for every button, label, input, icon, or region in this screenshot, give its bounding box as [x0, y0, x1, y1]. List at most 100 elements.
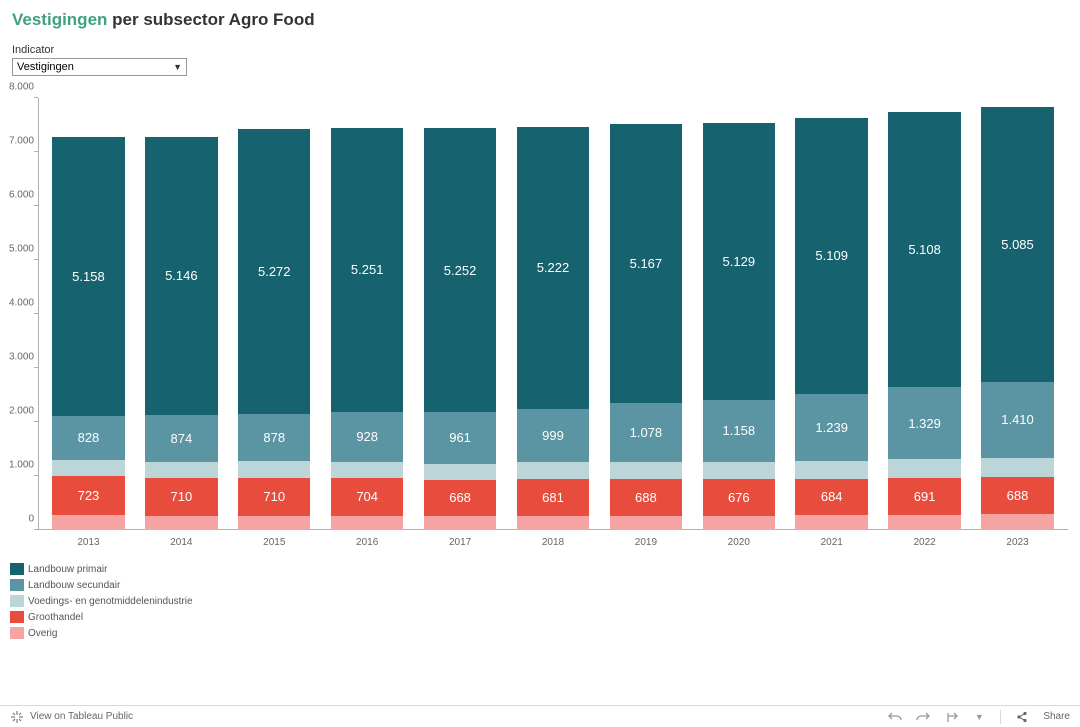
bar-segment-landb_pri[interactable]: 5.167	[610, 124, 682, 403]
bar-segment-voeding[interactable]	[517, 462, 589, 479]
bar-segment-landb_sec[interactable]: 878	[238, 414, 310, 461]
bar-segment-landb_sec[interactable]: 874	[145, 415, 217, 462]
bar-segment-groot[interactable]: 710	[238, 478, 310, 516]
bar-segment-groot[interactable]: 688	[610, 479, 682, 516]
undo-icon[interactable]	[888, 710, 902, 724]
bar-segment-groot[interactable]: 688	[981, 477, 1053, 514]
bar-slot: 6689615.2522017	[414, 98, 507, 530]
bar-stack[interactable]: 688 1.0785.167	[610, 124, 682, 530]
bar-segment-landb_pri[interactable]: 5.272	[238, 129, 310, 414]
bar-segment-overig[interactable]	[888, 515, 960, 530]
bar-segment-groot[interactable]: 676	[703, 479, 775, 516]
bar-slot: 6881.0785.1672019	[599, 98, 692, 530]
bar-segment-landb_sec[interactable]: 928	[331, 412, 403, 462]
toolbar-caret-icon[interactable]: ▼	[972, 710, 986, 724]
bar-segment-groot[interactable]: 681	[517, 479, 589, 516]
bar-segment-overig[interactable]	[52, 515, 124, 530]
bar-segment-overig[interactable]	[145, 516, 217, 530]
legend-label: Overig	[28, 628, 57, 639]
bar-stack[interactable]: 704 9285.251	[331, 128, 403, 530]
bar-segment-overig[interactable]	[238, 516, 310, 530]
y-tick-label: 1.000	[0, 460, 34, 471]
bar-segment-groot[interactable]: 723	[52, 476, 124, 515]
bar-segment-groot[interactable]: 704	[331, 478, 403, 516]
bar-segment-landb_pri[interactable]: 5.252	[424, 128, 496, 412]
bar-segment-groot[interactable]: 710	[145, 478, 217, 516]
bar-segment-landb_pri[interactable]: 5.251	[331, 128, 403, 412]
indicator-value: Vestigingen	[17, 61, 74, 73]
bar-segment-voeding[interactable]	[238, 461, 310, 477]
bar-segment-overig[interactable]	[610, 516, 682, 530]
footer-bar: View on Tableau Public ▼ Share	[0, 705, 1080, 727]
bar-segment-voeding[interactable]	[424, 464, 496, 480]
legend-item-voeding[interactable]: Voedings- en genotmiddelenindustrie	[10, 594, 1068, 608]
bar-segment-overig[interactable]	[424, 516, 496, 530]
bar-segment-landb_sec[interactable]: 1.078	[610, 403, 682, 461]
indicator-select[interactable]: Vestigingen ▼	[12, 58, 187, 76]
bar-segment-landb_pri[interactable]: 5.222	[517, 127, 589, 409]
bar-segment-landb_pri[interactable]: 5.108	[888, 112, 960, 388]
legend-item-landb_sec[interactable]: Landbouw secundair	[10, 578, 1068, 592]
bar-segment-landb_sec[interactable]: 961	[424, 412, 496, 464]
share-button[interactable]: Share	[1043, 711, 1070, 722]
bar-segment-groot[interactable]: 684	[795, 479, 867, 516]
bar-segment-landb_pri[interactable]: 5.129	[703, 123, 775, 400]
bar-segment-landb_sec[interactable]: 1.410	[981, 382, 1053, 458]
x-tick-label: 2021	[821, 537, 843, 548]
bar-segment-voeding[interactable]	[331, 462, 403, 478]
bar-segment-voeding[interactable]	[703, 462, 775, 479]
bar-segment-landb_pri[interactable]: 5.085	[981, 107, 1053, 382]
bar-segment-landb_sec[interactable]: 1.329	[888, 387, 960, 459]
bar-segment-landb_sec[interactable]: 999	[517, 409, 589, 463]
bar-slot: 6819995.2222018	[507, 98, 600, 530]
bar-segment-overig[interactable]	[795, 515, 867, 530]
bar-segment-voeding[interactable]	[888, 459, 960, 477]
bar-segment-overig[interactable]	[517, 516, 589, 530]
bar-stack[interactable]: 681 9995.222	[517, 127, 589, 530]
indicator-label: Indicator	[12, 44, 1068, 56]
x-tick-label: 2022	[913, 537, 935, 548]
bar-segment-landb_pri[interactable]: 5.109	[795, 118, 867, 394]
legend-item-landb_pri[interactable]: Landbouw primair	[10, 562, 1068, 576]
bar-stack[interactable]: 688 1.4105.085	[981, 107, 1053, 530]
bar-segment-voeding[interactable]	[52, 460, 124, 476]
bar-segment-overig[interactable]	[331, 516, 403, 530]
bar-segment-overig[interactable]	[981, 514, 1053, 530]
bar-stack[interactable]: 710 8745.146	[145, 137, 217, 530]
legend-item-overig[interactable]: Overig	[10, 626, 1068, 640]
bar-segment-voeding[interactable]	[795, 461, 867, 479]
chevron-down-icon: ▼	[173, 62, 182, 72]
x-tick-label: 2017	[449, 537, 471, 548]
bar-stack[interactable]: 676 1.1585.129	[703, 123, 775, 530]
y-tick-label: 6.000	[0, 190, 34, 201]
x-tick-label: 2013	[77, 537, 99, 548]
view-on-tableau-link[interactable]: View on Tableau Public	[30, 711, 133, 722]
bar-segment-voeding[interactable]	[145, 462, 217, 478]
bar-segment-groot[interactable]: 668	[424, 480, 496, 516]
bar-stack[interactable]: 691 1.3295.108	[888, 112, 960, 530]
bar-stack[interactable]: 668 9615.252	[424, 128, 496, 530]
bar-segment-landb_pri[interactable]: 5.158	[52, 137, 124, 416]
bar-slot: 7108785.2722015	[228, 98, 321, 530]
bar-segment-landb_pri[interactable]: 5.146	[145, 137, 217, 415]
redo-icon[interactable]	[916, 710, 930, 724]
bar-stack[interactable]: 710 8785.272	[238, 129, 310, 530]
bar-stack[interactable]: 684 1.2395.109	[795, 118, 867, 530]
reset-icon[interactable]	[944, 710, 958, 724]
bar-slot: 6911.3295.1082022	[878, 98, 971, 530]
legend-label: Landbouw secundair	[28, 580, 120, 591]
bar-segment-groot[interactable]: 691	[888, 478, 960, 515]
footer-right: ▼ Share	[888, 710, 1070, 724]
bar-segment-voeding[interactable]	[610, 462, 682, 479]
bar-stack[interactable]: 723 8285.158	[52, 137, 124, 530]
x-tick-label: 2015	[263, 537, 285, 548]
bar-segment-landb_sec[interactable]: 828	[52, 416, 124, 461]
bar-segment-overig[interactable]	[703, 516, 775, 530]
bar-segment-landb_sec[interactable]: 1.239	[795, 394, 867, 461]
bar-slot: 7108745.1462014	[135, 98, 228, 530]
title-accent: Vestigingen	[12, 10, 107, 29]
bar-segment-landb_sec[interactable]: 1.158	[703, 400, 775, 463]
share-icon[interactable]	[1015, 710, 1029, 724]
legend-item-groot[interactable]: Groothandel	[10, 610, 1068, 624]
bar-segment-voeding[interactable]	[981, 458, 1053, 477]
